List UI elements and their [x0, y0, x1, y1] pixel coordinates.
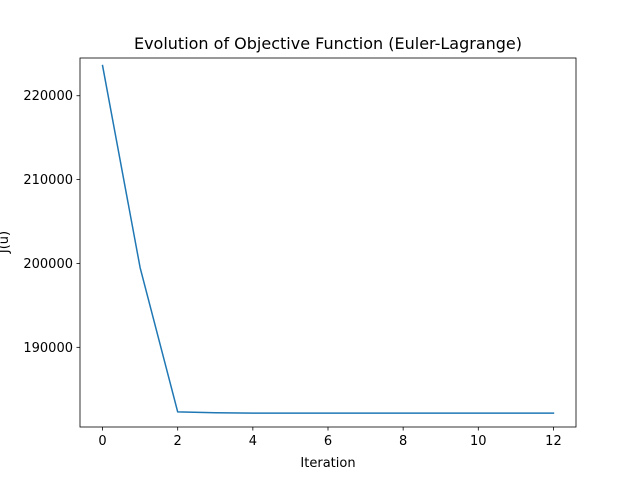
y-tick-label: 210000	[23, 173, 73, 188]
x-tick-label: 10	[470, 434, 487, 449]
x-tick-label: 12	[545, 434, 562, 449]
series-line-0	[101, 64, 555, 414]
x-tick-label: 0	[98, 434, 106, 449]
y-tick-label: 200000	[23, 257, 73, 272]
y-tick-label: 190000	[23, 341, 73, 356]
x-axis-label: Iteration	[300, 456, 355, 471]
chart-title: Evolution of Objective Function (Euler-L…	[134, 34, 522, 53]
y-tick-label: 220000	[23, 89, 73, 104]
plot-area: 0 2 4 6 8 10 12 190000 200000 210000 220000	[23, 57, 577, 449]
x-tick-label: 2	[174, 434, 182, 449]
x-tick-label: 4	[249, 434, 257, 449]
x-tick-label: 6	[324, 434, 332, 449]
x-tick-label: 8	[399, 434, 407, 449]
y-axis-label: J(u)	[0, 231, 12, 254]
